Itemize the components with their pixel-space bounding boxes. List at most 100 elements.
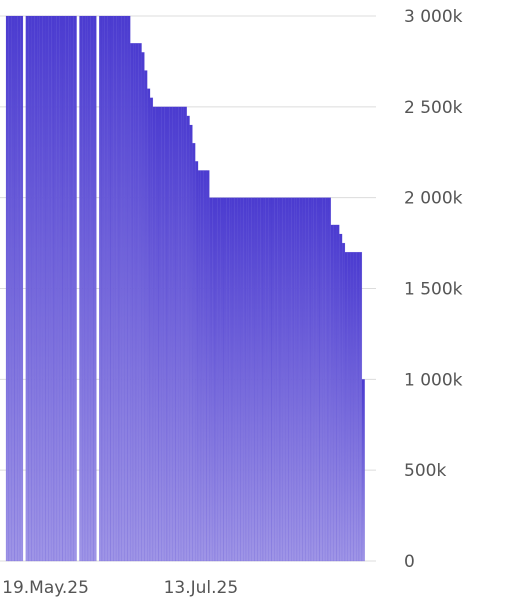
bar xyxy=(31,15,35,562)
bar xyxy=(45,15,49,562)
bar xyxy=(90,15,94,562)
bar xyxy=(147,88,151,562)
bar xyxy=(178,106,182,562)
bar xyxy=(189,124,193,562)
bar xyxy=(113,15,117,562)
bar xyxy=(305,197,309,562)
bar xyxy=(161,106,165,562)
bar xyxy=(333,224,337,562)
bar xyxy=(149,97,154,562)
bar xyxy=(130,43,134,562)
bar xyxy=(19,15,24,562)
bar xyxy=(350,251,354,562)
bar xyxy=(282,197,286,562)
bar xyxy=(138,43,142,562)
bar xyxy=(65,15,69,562)
bar xyxy=(279,197,283,562)
bar xyxy=(50,15,55,562)
bar xyxy=(155,106,159,562)
bar xyxy=(8,15,12,562)
bar xyxy=(214,197,219,562)
y-tick-label: 1 500k xyxy=(404,280,463,300)
bar xyxy=(59,15,63,562)
bar xyxy=(166,106,171,562)
bar xyxy=(5,15,10,562)
bar xyxy=(152,106,156,562)
bar xyxy=(121,15,125,562)
bar xyxy=(251,197,255,562)
bar xyxy=(231,197,235,562)
bar xyxy=(274,197,278,562)
bars xyxy=(5,15,365,562)
bar xyxy=(291,197,295,562)
bar xyxy=(48,15,52,562)
bar xyxy=(175,106,179,562)
y-tick-label: 1 000k xyxy=(404,370,463,390)
bar xyxy=(259,197,264,562)
bar xyxy=(302,197,306,562)
bar xyxy=(353,251,357,562)
bar xyxy=(124,15,128,562)
bar xyxy=(341,242,346,562)
bar xyxy=(14,15,18,562)
bar xyxy=(110,15,114,562)
bar xyxy=(211,197,216,562)
bar xyxy=(186,115,190,562)
bar xyxy=(203,170,207,562)
bar xyxy=(336,224,340,562)
bar xyxy=(84,15,89,562)
bar xyxy=(11,15,15,562)
bar xyxy=(271,197,275,562)
bar xyxy=(316,197,320,562)
bar xyxy=(36,15,41,562)
bar xyxy=(226,197,230,562)
bar xyxy=(268,197,272,562)
bar xyxy=(344,251,348,562)
y-tick-label: 0 xyxy=(404,552,415,572)
bar xyxy=(209,197,213,562)
bar xyxy=(132,43,137,562)
bar xyxy=(327,197,332,562)
bar xyxy=(285,197,289,562)
bar xyxy=(296,197,300,562)
x-axis: 19.May.25 13.Jul.25 xyxy=(2,578,238,598)
bar xyxy=(206,170,210,562)
bar xyxy=(25,15,29,562)
bar xyxy=(237,197,241,562)
bar xyxy=(144,70,148,562)
bar xyxy=(87,15,91,562)
bar xyxy=(28,15,32,562)
bar xyxy=(163,106,168,562)
bar xyxy=(356,251,360,562)
bar xyxy=(339,233,343,562)
y-tick-label: 500k xyxy=(404,461,446,481)
bar xyxy=(104,15,108,562)
bar xyxy=(310,197,315,562)
bar xyxy=(62,15,66,562)
x-tick-label: 13.Jul.25 xyxy=(164,578,239,598)
bar xyxy=(67,15,72,562)
bar xyxy=(265,197,269,562)
bar xyxy=(308,197,312,562)
bar xyxy=(118,15,123,562)
bar xyxy=(107,15,111,562)
bar xyxy=(70,15,74,562)
bar xyxy=(115,15,120,562)
bar xyxy=(245,197,250,562)
bar xyxy=(293,197,298,562)
bar xyxy=(217,197,221,562)
bar xyxy=(234,197,238,562)
y-axis: 0 500k 1 000k 1 500k 2 000k 2 500k 3 000k xyxy=(404,7,463,572)
bar xyxy=(180,106,185,562)
bar xyxy=(288,197,292,562)
bar xyxy=(53,15,58,562)
bar xyxy=(82,15,86,562)
bar xyxy=(361,379,365,562)
bar xyxy=(141,52,145,562)
bar xyxy=(158,106,162,562)
bar xyxy=(195,161,199,562)
bar xyxy=(254,197,258,562)
bar xyxy=(34,15,38,562)
bar xyxy=(358,251,363,562)
bar xyxy=(172,106,176,562)
